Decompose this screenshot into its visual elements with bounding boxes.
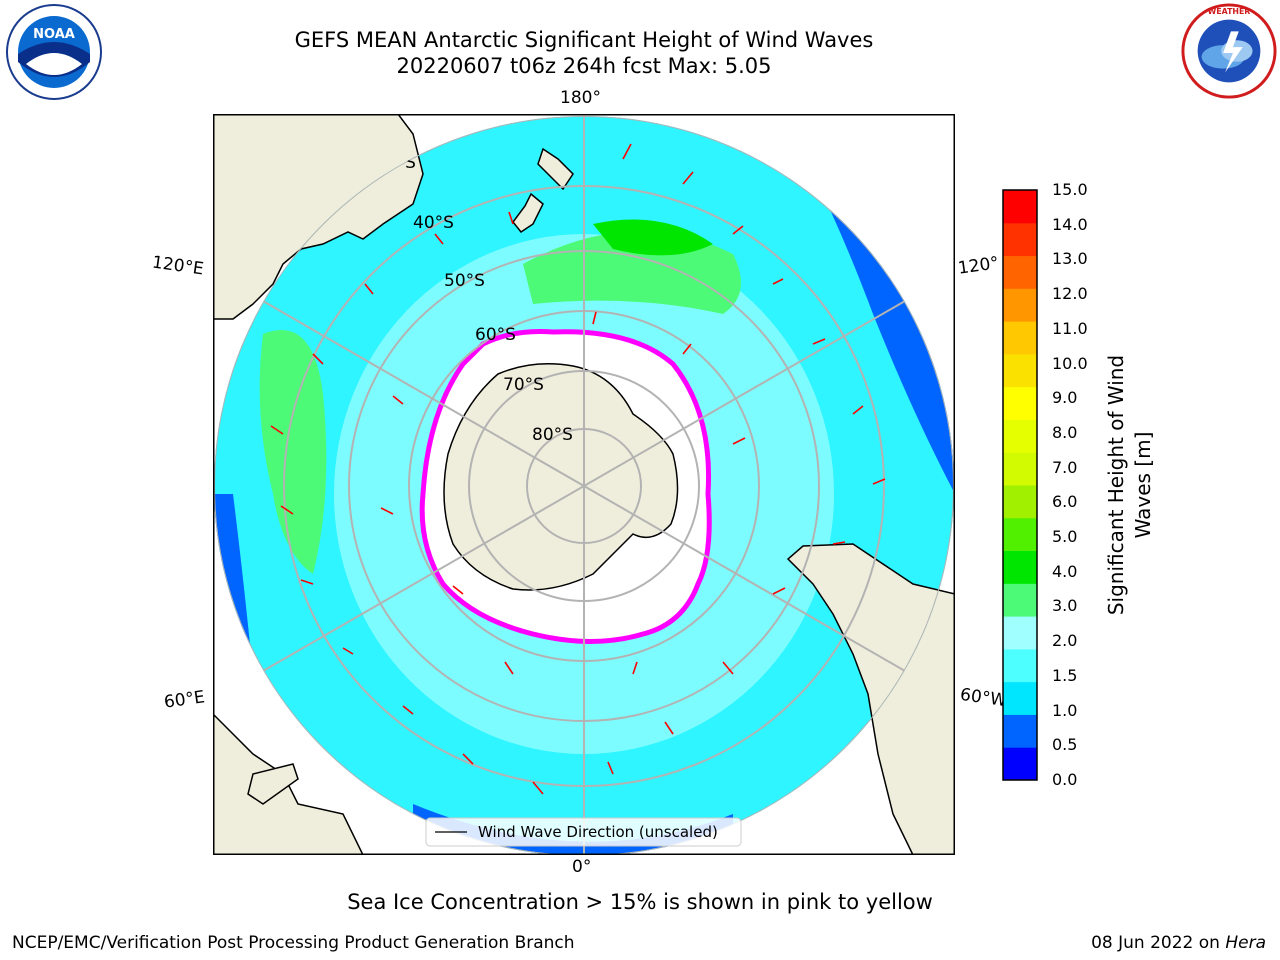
colorbar-segment	[1003, 550, 1037, 584]
wave-arrow	[532, 781, 544, 795]
wave-arrow	[364, 283, 374, 295]
colorbar-segment	[1003, 517, 1037, 552]
colorbar-tick-label: 1.0	[1052, 700, 1078, 720]
colorbar-label-line1: Significant Height of Wind	[1104, 354, 1128, 616]
colorbar-segment	[1003, 190, 1037, 224]
colorbar-segment	[1003, 648, 1037, 683]
colorbar-segment	[1003, 452, 1037, 486]
sea-ice-note: Sea Ice Concentration > 15% is shown in …	[347, 890, 933, 914]
colorbar-segment	[1003, 255, 1037, 289]
colorbar-tick-label: 4.0	[1052, 561, 1078, 581]
colorbar-tick-label: 13.0	[1052, 249, 1088, 269]
colorbar-segment	[1003, 288, 1037, 322]
colorbar-tick-label: 3.0	[1052, 596, 1078, 616]
lat-label-40s: 40°S	[413, 213, 454, 233]
madagascar-landmass	[247, 763, 299, 805]
wave-arrow	[342, 647, 354, 655]
wave-arrow	[682, 171, 694, 185]
colorbar-tick-label: 1.5	[1052, 665, 1078, 685]
chart-title: GEFS MEAN Antarctic Significant Height o…	[294, 28, 874, 52]
legend-label: Wind Wave Direction (unscaled)	[478, 823, 718, 841]
colorbar-tick-label: 0.0	[1052, 770, 1078, 789]
colorbar-segment	[1003, 714, 1037, 748]
wave-arrow	[504, 661, 514, 675]
wave-arrow	[772, 587, 786, 595]
colorbar-segment	[1003, 747, 1037, 781]
wave-arrow	[632, 661, 638, 675]
wave-arrow	[592, 311, 597, 325]
colorbar-tick-label: 11.0	[1052, 318, 1088, 338]
lon-label-60w: 60°W	[958, 684, 1009, 712]
colorbar-tick-label: 12.0	[1052, 284, 1088, 304]
lon-label-120e: 120°E	[150, 252, 205, 280]
lon-label-120w: 120°	[956, 253, 1001, 279]
wave-arrow	[280, 505, 294, 515]
colorbar-segment	[1003, 485, 1037, 519]
wave-arrow	[462, 753, 474, 765]
wave-arrow	[772, 278, 784, 285]
colorbar-tick-label: 8.0	[1052, 422, 1078, 442]
wave-arrow	[508, 211, 514, 225]
lon-label-0: 0°	[572, 857, 592, 877]
lat-label-70s: 70°S	[503, 375, 544, 395]
wave-arrow	[270, 425, 284, 435]
colorbar-tick-label: 9.0	[1052, 388, 1078, 408]
chart-subtitle: 20220607 t06z 264h fcst Max: 5.05	[396, 54, 772, 78]
wave-arrow	[607, 761, 614, 775]
lon-label-180: 180°	[560, 88, 601, 108]
credit-line: NCEP/EMC/Verification Post Processing Pr…	[12, 933, 575, 953]
wave-arrow	[622, 143, 632, 160]
colorbar-tick-label: 15.0	[1052, 180, 1088, 199]
lon-label-60e: 60°E	[162, 687, 207, 713]
wave-arrow	[452, 585, 464, 595]
colorbar-label: Significant Height of Wind Waves [m]	[1103, 355, 1157, 615]
colorbar-label-line2: Waves [m]	[1131, 431, 1155, 539]
lat-label-60s: 60°S	[475, 325, 516, 345]
colorbar-tick-label: 0.5	[1052, 735, 1078, 755]
colorbar-segment	[1003, 616, 1037, 650]
colorbar-segment	[1003, 386, 1037, 420]
wave-arrow	[434, 233, 444, 245]
wave-arrow	[392, 395, 404, 405]
colorbar-tick-label: 6.0	[1052, 492, 1078, 512]
map-panel: 30°S 40°S 50°S 60°S 70°S 80°S Wind Wave …	[213, 114, 955, 855]
wave-arrow	[380, 507, 394, 515]
colorbar-tick-label: 10.0	[1052, 353, 1088, 373]
colorbar-tick-label: 2.0	[1052, 631, 1078, 651]
wave-arrow	[832, 541, 846, 545]
map-legend: Wind Wave Direction (unscaled)	[425, 817, 742, 847]
wave-arrow	[300, 579, 314, 585]
svg-text:WEATHER: WEATHER	[1208, 7, 1251, 16]
wave-arrow	[732, 437, 746, 445]
wave-arrow	[312, 353, 324, 365]
wave-arrow	[732, 225, 744, 235]
colorbar-segment	[1003, 419, 1037, 453]
wave-arrow	[722, 661, 734, 675]
date-line: 08 Jun 2022 on Hera	[1091, 933, 1266, 953]
noaa-logo: NOAA	[6, 4, 102, 100]
noaa-logo-text: NOAA	[33, 27, 75, 42]
colorbar-segment	[1003, 583, 1037, 617]
wave-arrow	[664, 721, 674, 735]
colorbar-tick-label: 14.0	[1052, 214, 1088, 234]
wave-arrow	[852, 405, 864, 415]
machine-name: Hera	[1225, 933, 1266, 953]
lat-label-50s: 50°S	[444, 271, 485, 291]
high-wave-region	[259, 330, 327, 574]
colorbar	[1002, 189, 1038, 781]
wave-arrow	[682, 343, 692, 355]
new-zealand-landmass	[537, 147, 574, 191]
date-text: 08 Jun 2022 on	[1091, 933, 1226, 953]
colorbar-tick-label: 7.0	[1052, 457, 1078, 477]
colorbar-segment	[1003, 353, 1037, 388]
colorbar-tick-label: 5.0	[1052, 527, 1078, 547]
lat-label-80s: 80°S	[532, 425, 573, 445]
colorbar-segment	[1003, 222, 1037, 257]
wave-arrow	[872, 478, 886, 485]
wave-arrow	[812, 338, 826, 345]
wave-arrow	[402, 705, 414, 715]
nws-logo: WEATHER	[1181, 3, 1277, 99]
colorbar-segment	[1003, 321, 1037, 355]
colorbar-segment	[1003, 681, 1037, 715]
